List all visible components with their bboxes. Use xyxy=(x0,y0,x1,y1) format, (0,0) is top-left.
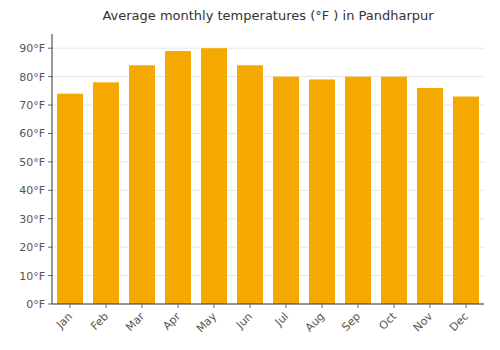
x-tick-label: Mar xyxy=(123,310,147,334)
grid-line xyxy=(52,76,484,77)
y-tick-label: 20°F xyxy=(19,241,45,254)
x-tick xyxy=(466,304,467,308)
page: {"chart_data": {"type": "bar", "title": … xyxy=(0,0,500,350)
bar xyxy=(453,97,479,304)
x-tick-label: Dec xyxy=(447,310,471,334)
x-tick xyxy=(286,304,287,308)
bar xyxy=(201,48,227,304)
x-tick xyxy=(142,304,143,308)
x-tick-label: Feb xyxy=(88,310,111,333)
y-tick xyxy=(48,105,52,106)
x-tick-label: Jun xyxy=(233,310,255,332)
y-tick xyxy=(48,218,52,219)
y-tick xyxy=(48,275,52,276)
bar xyxy=(129,65,155,304)
x-tick xyxy=(214,304,215,308)
y-tick-label: 60°F xyxy=(19,127,45,140)
x-axis-line xyxy=(52,304,484,305)
x-tick-label: Apr xyxy=(160,310,183,333)
x-tick xyxy=(394,304,395,308)
y-axis-line xyxy=(52,34,53,304)
y-tick xyxy=(48,48,52,49)
y-axis: 0°F 10°F 20°F 30°F 40°F 50°F 60°F 70°F 80°F 90°F xyxy=(19,42,52,311)
y-tick-label: 50°F xyxy=(19,156,45,169)
x-tick xyxy=(430,304,431,308)
x-tick xyxy=(70,304,71,308)
y-tick xyxy=(48,133,52,134)
x-tick-label: Jul xyxy=(272,310,291,329)
title: Average monthly temperatures (°F ) in Pa… xyxy=(102,8,434,23)
x-tick-label: May xyxy=(194,310,220,336)
bar xyxy=(57,94,83,304)
x-tick-label: Aug xyxy=(303,310,327,334)
bar xyxy=(345,77,371,304)
y-tick xyxy=(48,304,52,305)
x-tick xyxy=(106,304,107,308)
y-tick-label: 10°F xyxy=(19,270,45,283)
bar xyxy=(93,82,119,304)
y-tick-label: 30°F xyxy=(19,213,45,226)
bar xyxy=(309,79,335,304)
x-tick-label: Nov xyxy=(411,310,436,335)
x-tick xyxy=(250,304,251,308)
bar xyxy=(165,51,191,304)
y-tick xyxy=(48,247,52,248)
x-tick-label: Jan xyxy=(53,310,75,332)
grid xyxy=(52,48,484,304)
y-tick xyxy=(48,190,52,191)
chart-container: Average monthly temperatures (°F ) in Pa… xyxy=(0,0,500,350)
bars xyxy=(57,48,479,304)
x-tick-label: Sep xyxy=(339,310,363,334)
x-tick xyxy=(358,304,359,308)
chart: Average monthly temperatures (°F ) in Pa… xyxy=(0,0,500,350)
y-tick-label: 40°F xyxy=(19,184,45,197)
bar xyxy=(237,65,263,304)
y-tick-label: 80°F xyxy=(19,71,45,84)
bar xyxy=(417,88,443,304)
y-tick-label: 70°F xyxy=(19,99,45,112)
x-tick xyxy=(178,304,179,308)
y-tick-label: 0°F xyxy=(26,298,45,311)
y-tick xyxy=(48,161,52,162)
x-tick-label: Oct xyxy=(376,309,399,332)
bar xyxy=(273,77,299,304)
y-tick xyxy=(48,76,52,77)
x-tick xyxy=(322,304,323,308)
x-axis: Jan Feb Mar Apr May Jun Jul Aug Sep Oct Nov Dec xyxy=(53,304,471,335)
grid-line xyxy=(52,304,484,305)
grid-line xyxy=(52,48,484,49)
bar xyxy=(381,77,407,304)
y-tick-label: 90°F xyxy=(19,42,45,55)
